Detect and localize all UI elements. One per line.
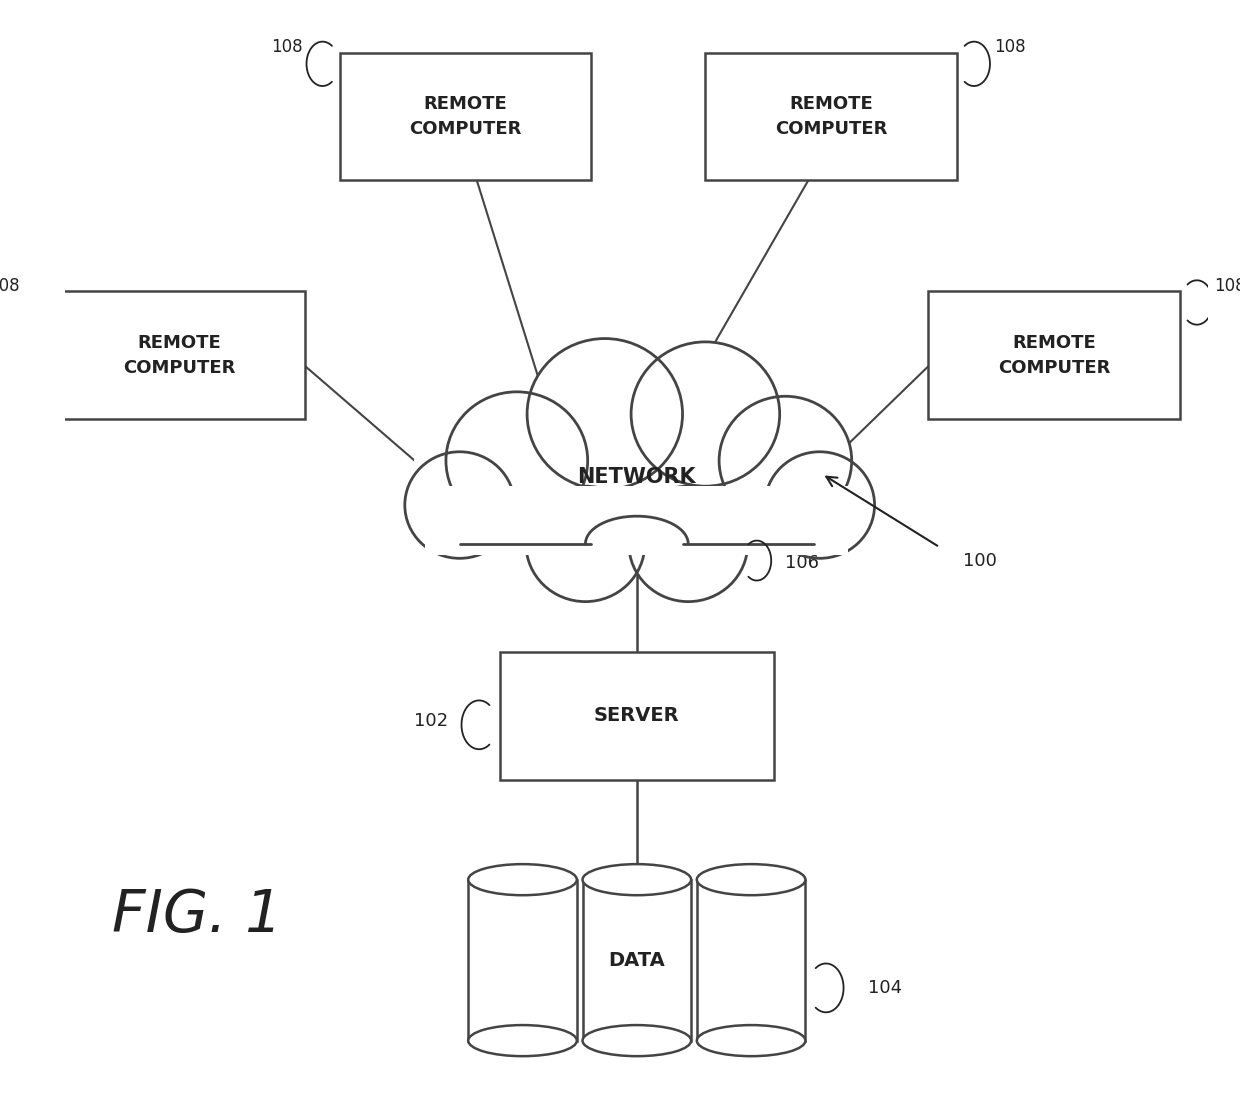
Ellipse shape (583, 864, 691, 895)
Circle shape (446, 392, 588, 529)
FancyBboxPatch shape (425, 486, 848, 555)
Text: REMOTE
COMPUTER: REMOTE COMPUTER (998, 334, 1110, 376)
Text: 104: 104 (868, 979, 903, 997)
Polygon shape (469, 879, 577, 1041)
Text: 102: 102 (414, 713, 448, 730)
Ellipse shape (697, 864, 806, 895)
Circle shape (719, 396, 852, 525)
Text: DATA: DATA (609, 950, 665, 970)
FancyBboxPatch shape (929, 291, 1179, 418)
Text: 108: 108 (272, 38, 303, 57)
Ellipse shape (583, 1026, 691, 1057)
Circle shape (629, 486, 748, 602)
Text: REMOTE
COMPUTER: REMOTE COMPUTER (775, 95, 888, 138)
Text: 108: 108 (0, 276, 20, 295)
Text: 100: 100 (962, 552, 997, 569)
Circle shape (527, 339, 682, 490)
Text: FIG. 1: FIG. 1 (112, 887, 281, 945)
FancyBboxPatch shape (53, 291, 305, 418)
Text: REMOTE
COMPUTER: REMOTE COMPUTER (124, 334, 236, 376)
Text: 106: 106 (785, 554, 820, 572)
Ellipse shape (469, 864, 577, 895)
FancyBboxPatch shape (706, 52, 957, 180)
Circle shape (404, 452, 515, 558)
Text: 108: 108 (1214, 276, 1240, 295)
FancyBboxPatch shape (500, 652, 774, 779)
Circle shape (765, 452, 874, 558)
FancyBboxPatch shape (414, 444, 859, 555)
Text: 108: 108 (993, 38, 1025, 57)
Polygon shape (697, 879, 806, 1041)
Circle shape (526, 486, 645, 602)
Text: NETWORK: NETWORK (578, 467, 696, 487)
Text: REMOTE
COMPUTER: REMOTE COMPUTER (409, 95, 522, 138)
Polygon shape (583, 879, 691, 1041)
Text: SERVER: SERVER (594, 706, 680, 726)
FancyBboxPatch shape (340, 52, 591, 180)
Circle shape (631, 342, 780, 486)
Ellipse shape (469, 1026, 577, 1057)
Ellipse shape (697, 1026, 806, 1057)
